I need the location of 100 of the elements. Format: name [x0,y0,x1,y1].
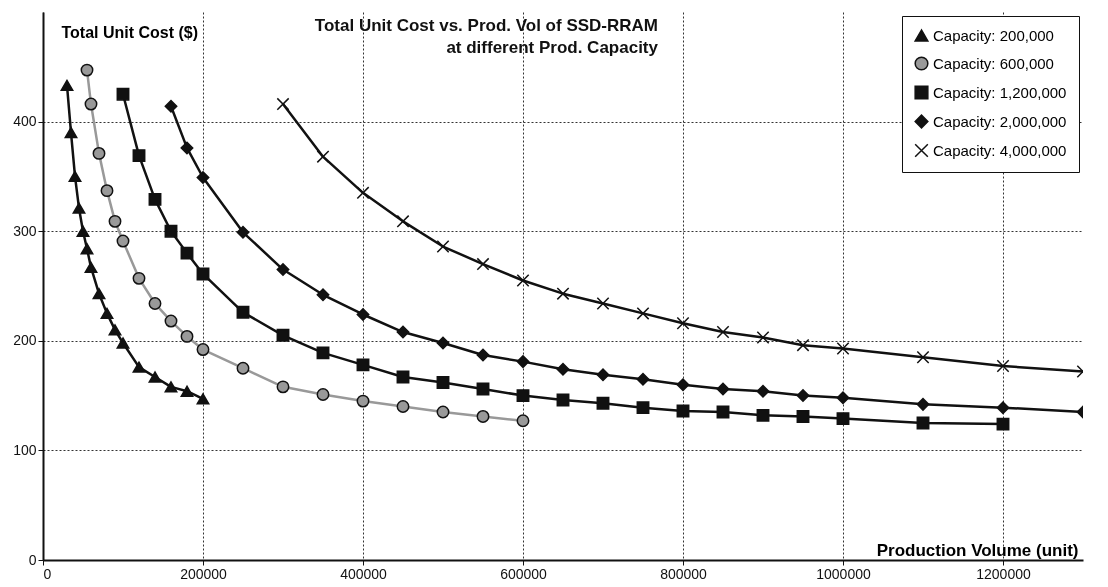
x-tick-label: 0 [43,565,52,582]
point [596,297,610,310]
point [72,202,86,214]
point [64,126,78,139]
y-tick-label: 400 [13,113,37,130]
y-tick-label: 100 [13,441,37,458]
point [236,361,250,375]
point [60,79,74,92]
point [116,337,130,349]
point [556,287,570,301]
legend-label: Capacity: 4,000,000 [933,141,1067,159]
point [164,314,178,328]
point [76,225,90,237]
point [148,297,162,310]
point [276,380,290,394]
point [356,358,370,372]
point [276,97,290,111]
point [996,417,1010,431]
point [796,409,810,423]
point [916,350,930,364]
point [436,405,450,419]
x-axis-title: Production Volume (unit) [876,540,1079,560]
point [92,146,106,160]
point [108,214,122,228]
point [356,308,370,321]
point [396,400,410,413]
point [276,328,290,342]
legend-label: Capacity: 2,000,000 [933,112,1067,130]
point [796,338,810,352]
y-tick-label: 300 [13,222,37,239]
point [996,401,1010,415]
point [148,371,162,383]
point [316,288,330,302]
y-tick-label: 0 [28,551,37,568]
point [356,394,370,408]
point [236,305,250,319]
point [316,346,330,360]
point [676,378,690,392]
point [356,186,370,200]
point [164,224,178,238]
point [116,234,130,248]
point [476,348,490,362]
x-tick-label: 400000 [340,565,388,582]
point [756,331,770,344]
point [180,141,194,155]
point [836,412,850,426]
legend-label: Capacity: 200,000 [933,26,1054,44]
point [636,372,650,386]
point [180,329,194,343]
point [164,99,178,113]
point [676,404,690,418]
legend-label: Capacity: 1,200,000 [933,83,1067,101]
point [116,87,130,101]
point [676,316,690,330]
point [716,382,730,396]
point [636,401,650,415]
point [996,359,1010,373]
legend-label: Capacity: 600,000 [933,54,1054,72]
x-tick-label: 600000 [500,565,548,582]
y-axis-title: Total Unit Cost ($) [61,23,199,41]
point [836,391,850,405]
point [516,274,530,287]
point [180,246,194,260]
point [396,214,410,228]
point [436,240,450,253]
point [516,414,530,428]
point [196,171,210,184]
point [716,325,730,339]
text: Total Unit Cost vs. Prod. Vol of SSD-RRAM at different Prod. Capacity [314,16,659,57]
point [276,263,290,277]
point [476,409,490,423]
point [236,225,250,239]
point [636,306,650,320]
x-tick-label: 1000000 [816,565,871,582]
point [84,97,98,111]
point [556,362,570,376]
point [396,325,410,339]
point [84,261,98,274]
point [316,150,330,164]
point [80,243,94,255]
x-tick-label: 1200000 [976,565,1031,582]
point [92,287,106,300]
point [756,384,770,398]
y-tick-label: 200 [13,332,37,349]
point [756,408,770,422]
point [180,385,194,397]
point [316,388,330,401]
point [164,381,178,393]
point [132,361,146,373]
point [476,257,490,271]
point [132,271,146,285]
point [796,389,810,403]
x-tick-label: 800000 [660,565,708,582]
point [436,336,450,350]
x-tick-label: 200000 [180,565,228,582]
point [916,397,930,411]
point [80,63,94,77]
point [516,389,530,403]
point [836,342,850,355]
point [100,184,114,198]
